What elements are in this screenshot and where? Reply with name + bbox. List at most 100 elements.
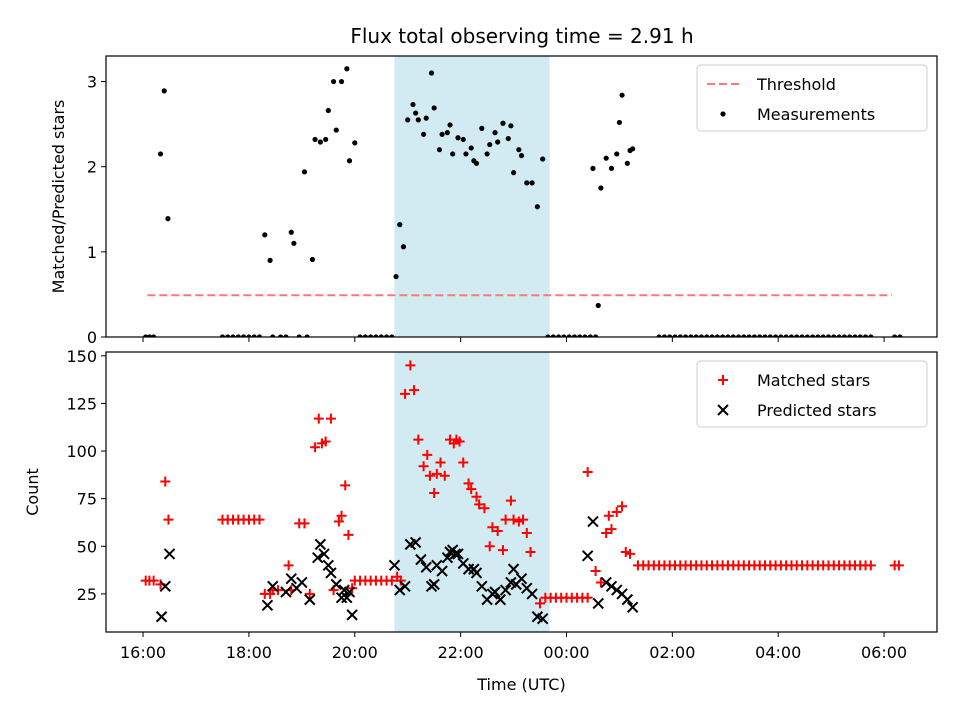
top-axes-frame bbox=[105, 55, 938, 338]
data-point bbox=[428, 70, 435, 76]
data-point bbox=[296, 334, 302, 337]
data-point bbox=[524, 180, 530, 186]
data-point bbox=[352, 140, 358, 146]
data-point bbox=[893, 560, 904, 571]
data-point bbox=[160, 476, 171, 487]
data-point bbox=[155, 611, 168, 623]
data-point bbox=[424, 470, 435, 481]
data-point bbox=[682, 334, 689, 337]
data-point bbox=[325, 413, 336, 424]
data-point bbox=[415, 553, 427, 566]
data-point bbox=[373, 334, 379, 337]
data-point bbox=[368, 334, 374, 337]
data-point bbox=[815, 334, 821, 337]
data-point bbox=[595, 302, 601, 309]
data-point bbox=[413, 110, 419, 116]
legend-handle bbox=[720, 111, 726, 117]
data-point bbox=[672, 334, 678, 337]
data-point bbox=[431, 468, 442, 479]
x-tick-label: 00:00 bbox=[543, 643, 589, 662]
data-point bbox=[621, 593, 634, 606]
data-point bbox=[590, 566, 601, 577]
data-point bbox=[340, 480, 351, 491]
data-point bbox=[762, 334, 768, 337]
data-point bbox=[865, 560, 876, 571]
x-tick-label: 20:00 bbox=[332, 643, 378, 662]
data-point bbox=[435, 457, 446, 468]
y-tick-label: 150 bbox=[66, 347, 97, 366]
data-point bbox=[458, 457, 469, 468]
data-point bbox=[399, 580, 411, 592]
legend-handle bbox=[717, 404, 729, 416]
y-tick-label: 50 bbox=[77, 537, 97, 556]
data-point bbox=[386, 575, 397, 586]
data-point bbox=[746, 334, 752, 337]
data-point bbox=[344, 66, 350, 72]
data-point bbox=[418, 461, 429, 472]
data-point bbox=[857, 334, 863, 337]
data-point bbox=[518, 153, 525, 159]
data-point bbox=[285, 572, 297, 585]
data-point bbox=[476, 580, 488, 592]
data-point bbox=[310, 442, 321, 453]
data-point bbox=[630, 146, 636, 152]
data-point bbox=[165, 216, 171, 222]
data-point bbox=[450, 151, 456, 157]
data-point bbox=[309, 256, 316, 263]
data-point bbox=[146, 334, 153, 337]
data-point bbox=[317, 139, 323, 145]
data-point bbox=[251, 334, 257, 337]
data-point bbox=[163, 514, 174, 525]
data-point bbox=[492, 526, 503, 537]
data-point bbox=[151, 334, 157, 337]
data-point bbox=[273, 585, 284, 596]
data-point bbox=[219, 334, 226, 337]
data-point bbox=[735, 334, 742, 337]
data-point bbox=[148, 575, 159, 586]
data-point bbox=[804, 334, 810, 337]
data-point bbox=[714, 334, 720, 337]
data-point bbox=[545, 334, 551, 337]
data-point bbox=[479, 503, 490, 514]
data-point bbox=[474, 499, 485, 510]
data-point bbox=[357, 334, 363, 337]
data-point bbox=[343, 529, 354, 540]
data-point bbox=[566, 334, 572, 337]
data-point bbox=[157, 151, 164, 157]
data-point bbox=[312, 136, 318, 143]
data-point bbox=[241, 334, 247, 337]
data-point bbox=[163, 548, 176, 560]
y-tick-label: 125 bbox=[66, 394, 97, 413]
data-point bbox=[667, 334, 673, 337]
data-point bbox=[423, 115, 429, 121]
data-point bbox=[529, 180, 535, 186]
data-point bbox=[447, 122, 453, 128]
data-point bbox=[892, 334, 898, 337]
data-point bbox=[606, 524, 617, 535]
y-tick-label: 100 bbox=[66, 442, 97, 461]
data-point bbox=[751, 334, 757, 337]
data-point bbox=[508, 514, 519, 525]
data-point bbox=[587, 334, 593, 337]
data-point bbox=[772, 334, 779, 337]
data-point bbox=[395, 575, 406, 586]
x-tick-label: 16:00 bbox=[120, 643, 166, 662]
data-point bbox=[246, 334, 252, 337]
data-point bbox=[510, 170, 517, 176]
data-point bbox=[617, 501, 628, 512]
data-point bbox=[439, 131, 445, 137]
data-point bbox=[521, 527, 532, 538]
data-point bbox=[330, 78, 337, 85]
data-point bbox=[299, 518, 310, 529]
top-panel: 0 1 2 3 Matched/Predicted stars Threshold Meas… bbox=[49, 55, 938, 347]
data-point bbox=[323, 136, 329, 143]
legend-label: Matched stars bbox=[757, 371, 870, 390]
data-point bbox=[614, 151, 620, 157]
data-point bbox=[449, 548, 462, 560]
data-point bbox=[492, 130, 498, 136]
x-tick-label: 04:00 bbox=[755, 643, 801, 662]
data-point bbox=[262, 232, 268, 238]
data-point bbox=[624, 160, 630, 166]
data-point bbox=[394, 584, 406, 596]
